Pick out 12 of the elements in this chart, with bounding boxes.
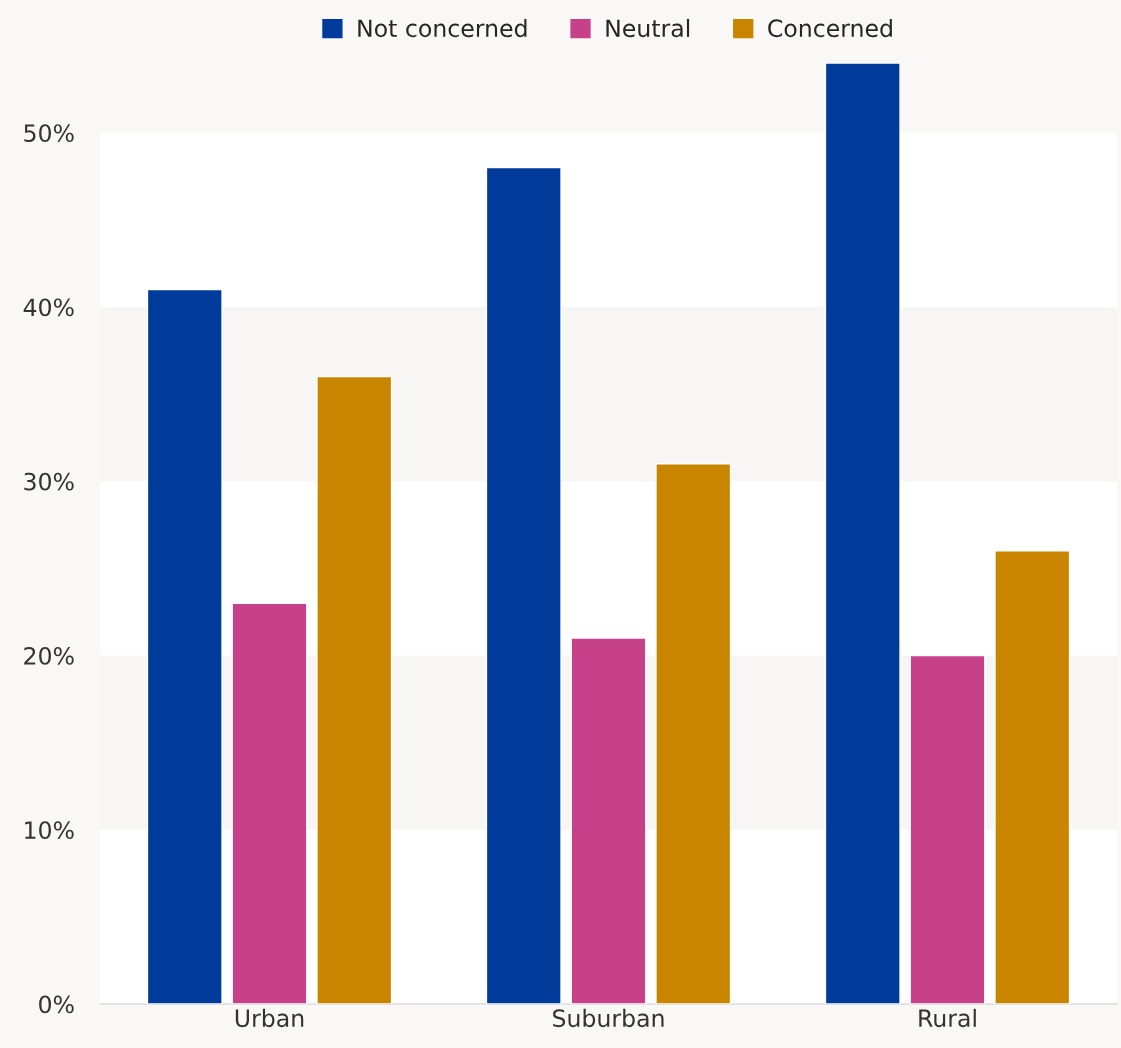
legend-label: Not concerned (358, 18, 527, 38)
y-tick-label: 20% (24, 646, 74, 665)
y-tick-label: 10% (25, 821, 74, 840)
y-tick-label: 50% (24, 124, 74, 143)
y-tick-label: 30% (24, 472, 74, 491)
x-tick-label: Urban (235, 1008, 304, 1028)
x-tick-label: Suburban (553, 1008, 664, 1028)
x-tick-label: Rural (919, 1008, 976, 1028)
legend-label: Neutral (606, 18, 690, 38)
y-tick-label: 0% (39, 995, 74, 1014)
y-tick-label: 40% (23, 298, 74, 317)
legend-label: Concerned (768, 18, 892, 38)
